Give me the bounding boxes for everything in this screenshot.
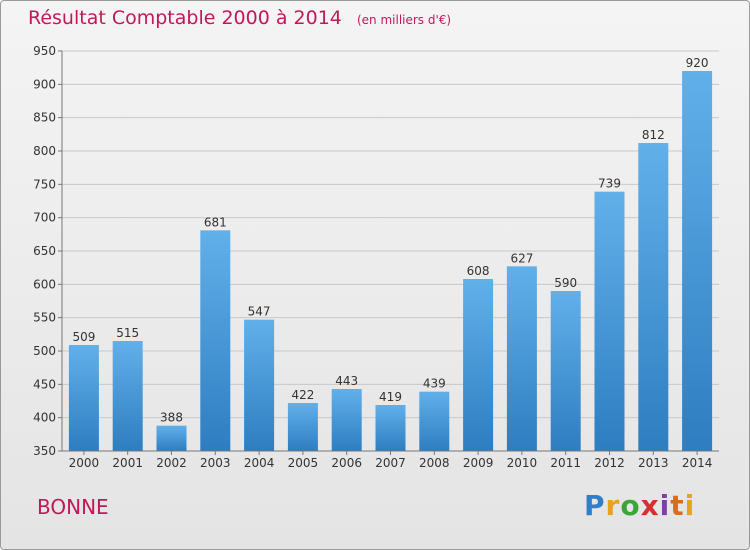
value-label-2005: 422 bbox=[291, 388, 314, 402]
x-tick-label-2014: 2014 bbox=[682, 456, 713, 470]
y-tick-label: 700 bbox=[33, 211, 56, 225]
value-label-2006: 443 bbox=[335, 374, 358, 388]
x-tick-label-2008: 2008 bbox=[419, 456, 450, 470]
y-tick-label: 600 bbox=[33, 277, 56, 291]
bar-2012 bbox=[594, 191, 625, 451]
y-tick-label: 800 bbox=[33, 144, 56, 158]
y-tick-label: 850 bbox=[33, 111, 56, 125]
chart-unit: (en milliers d'€) bbox=[356, 13, 452, 27]
x-tick-label-2000: 2000 bbox=[69, 456, 100, 470]
value-label-2004: 547 bbox=[248, 305, 271, 319]
bar-2011 bbox=[550, 291, 581, 451]
x-tick-label-2005: 2005 bbox=[288, 456, 319, 470]
y-tick-label: 450 bbox=[33, 377, 56, 391]
x-tick-label-2001: 2001 bbox=[112, 456, 143, 470]
bar-2005 bbox=[287, 403, 318, 451]
x-tick-label-2007: 2007 bbox=[375, 456, 406, 470]
chart-title: Résultat Comptable 2000 à 2014 bbox=[28, 7, 342, 29]
value-label-2014: 920 bbox=[686, 56, 709, 70]
value-label-2012: 739 bbox=[598, 177, 621, 191]
bar-2001 bbox=[112, 341, 143, 451]
value-label-2001: 515 bbox=[116, 326, 139, 340]
x-tick-label-2009: 2009 bbox=[463, 456, 494, 470]
bars-layer bbox=[68, 71, 713, 451]
bar-2007 bbox=[375, 405, 406, 451]
x-tick-label-2002: 2002 bbox=[156, 456, 187, 470]
bar-2010 bbox=[506, 266, 537, 451]
value-label-2007: 419 bbox=[379, 390, 402, 404]
y-tick-label: 900 bbox=[33, 77, 56, 91]
bar-2008 bbox=[419, 391, 450, 451]
value-label-2010: 627 bbox=[510, 251, 533, 265]
axis-layer: 350 400 450 500 550 600 650 700 750 800 850 900 950 2… bbox=[33, 44, 719, 470]
value-label-2002: 388 bbox=[160, 411, 183, 425]
x-tick-label-2010: 2010 bbox=[507, 456, 538, 470]
y-tick-label: 350 bbox=[33, 444, 56, 458]
bar-2009 bbox=[463, 279, 494, 451]
proxiti-logo[interactable]: Proxiti bbox=[584, 489, 696, 522]
bar-2014 bbox=[682, 71, 713, 451]
y-tick-label: 650 bbox=[33, 244, 56, 258]
x-tick-label-2004: 2004 bbox=[244, 456, 275, 470]
commune-name: BONNE bbox=[37, 495, 109, 519]
y-tick-label: 400 bbox=[33, 411, 56, 425]
bar-2003 bbox=[200, 230, 231, 451]
bar-2002 bbox=[156, 425, 187, 451]
value-label-2003: 681 bbox=[204, 215, 227, 229]
y-tick-label: 500 bbox=[33, 344, 56, 358]
title-row: Résultat Comptable 2000 à 2014 (en milli… bbox=[28, 7, 451, 29]
value-label-2011: 590 bbox=[554, 276, 577, 290]
value-label-2000: 509 bbox=[72, 330, 95, 344]
value-label-2008: 439 bbox=[423, 377, 446, 391]
x-tick-label-2012: 2012 bbox=[594, 456, 625, 470]
bar-2013 bbox=[638, 143, 669, 451]
x-tick-label-2003: 2003 bbox=[200, 456, 231, 470]
labels-layer: 509 515 388 681 547 422 443 419 439 608 627 590 739 8… bbox=[72, 56, 708, 425]
value-label-2009: 608 bbox=[467, 264, 490, 278]
x-tick-label-2011: 2011 bbox=[550, 456, 581, 470]
bar-2000 bbox=[68, 345, 99, 451]
value-label-2013: 812 bbox=[642, 128, 665, 142]
bar-2006 bbox=[331, 389, 362, 451]
y-tick-label: 750 bbox=[33, 177, 56, 191]
x-tick-label-2006: 2006 bbox=[331, 456, 362, 470]
x-tick-label-2013: 2013 bbox=[638, 456, 669, 470]
y-tick-label: 550 bbox=[33, 311, 56, 325]
y-tick-label: 950 bbox=[33, 44, 56, 58]
bar-2004 bbox=[244, 319, 275, 451]
